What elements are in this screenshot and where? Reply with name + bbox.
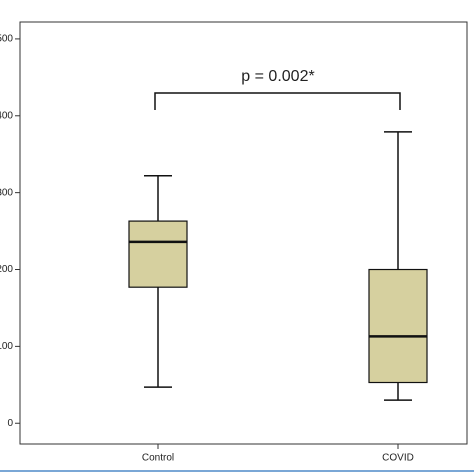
box	[128, 220, 188, 288]
y-tick-label: 0	[7, 418, 13, 429]
box	[368, 268, 428, 384]
y-tick-label: 300	[0, 187, 13, 198]
y-tick-label: 400	[0, 110, 13, 121]
x-tick-label: COVID	[382, 453, 414, 464]
significance-bracket	[154, 92, 401, 110]
x-tick-label: Control	[142, 453, 174, 464]
y-tick-label: 200	[0, 264, 13, 275]
annotation: p = 0.002*	[241, 68, 314, 85]
y-tick-label: 500	[0, 34, 13, 45]
y-tick-label: 100	[0, 341, 13, 352]
